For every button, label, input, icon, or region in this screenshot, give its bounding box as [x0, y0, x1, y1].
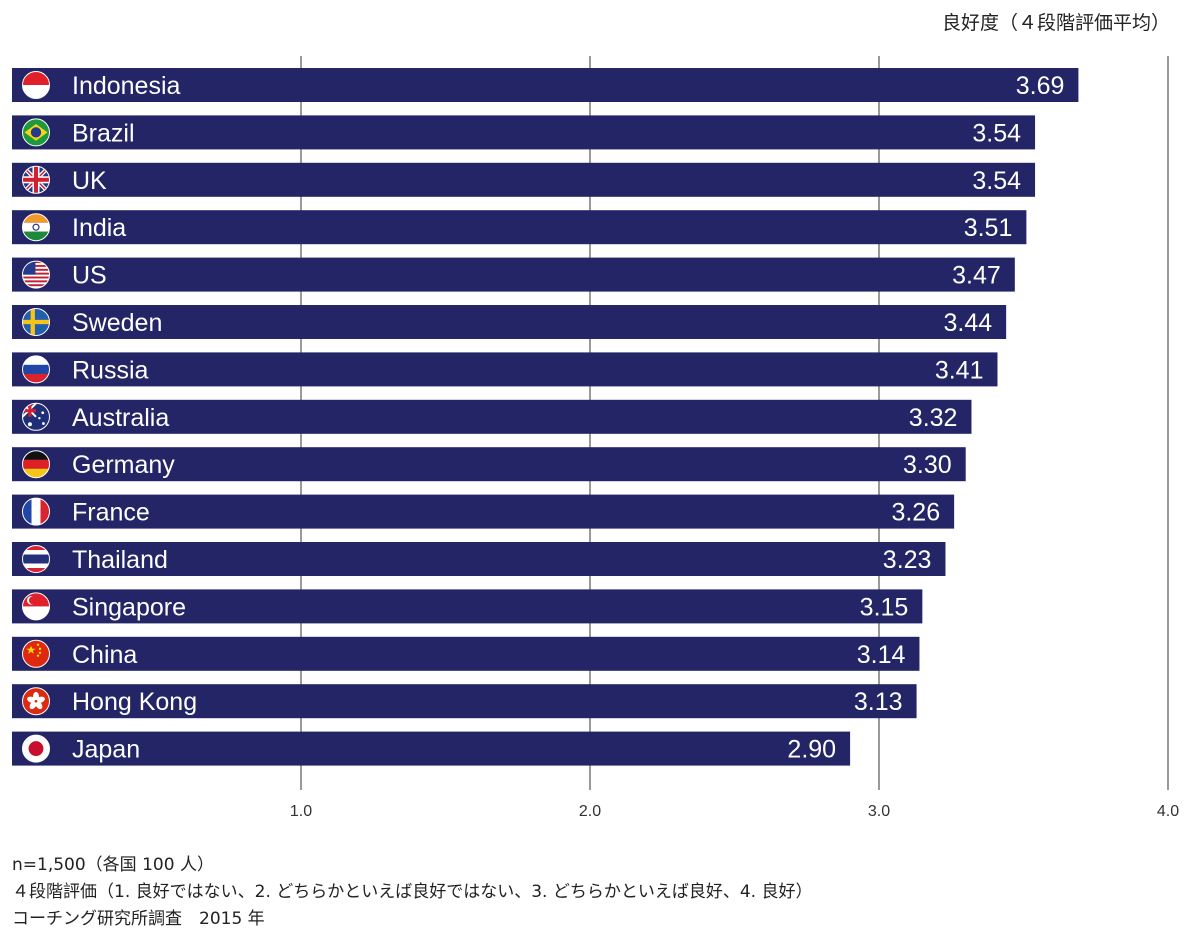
bar-hong-kong: [12, 684, 917, 719]
value-label: 3.51: [964, 214, 1013, 242]
chart-notes: n=1,500（各国 100 人） ４段階評価（1. 良好ではない、2. どちら…: [12, 852, 813, 933]
singapore-flag-icon: [22, 592, 50, 621]
uk-flag-icon: [22, 165, 50, 194]
category-label: Brazil: [72, 119, 135, 147]
value-label: 3.26: [891, 499, 940, 527]
category-label: France: [72, 499, 150, 527]
value-label: 3.69: [1016, 72, 1065, 100]
x-tick-label: 4.0: [1157, 803, 1179, 820]
value-label: 3.54: [972, 167, 1021, 195]
value-label: 3.13: [854, 688, 903, 716]
australia-flag-icon: [22, 402, 50, 431]
value-label: 3.14: [857, 641, 906, 669]
category-label: Indonesia: [72, 72, 181, 100]
bar-australia: [12, 399, 972, 434]
bar-thailand: [12, 542, 946, 576]
category-label: Australia: [72, 404, 169, 432]
category-label: Singapore: [72, 593, 186, 621]
thailand-flag-icon: [22, 545, 50, 573]
bar-brazil: [12, 115, 1036, 150]
bar-indonesia: [12, 68, 1079, 102]
value-label: 3.41: [935, 356, 984, 384]
x-tick-label: 1.0: [290, 803, 312, 820]
china-flag-icon: [22, 639, 50, 668]
value-label: 3.23: [883, 546, 932, 574]
us-flag-icon: [22, 260, 50, 289]
bar-sweden: [12, 305, 1007, 339]
value-label: 3.47: [952, 262, 1001, 290]
category-label: US: [72, 262, 107, 290]
bar-japan: [12, 731, 851, 766]
russia-flag-icon: [22, 355, 50, 384]
bar-france: [12, 494, 955, 529]
note-source: コーチング研究所調査 2015 年: [12, 909, 265, 929]
japan-flag-icon: [22, 734, 50, 763]
bar-chart: 1.0 2.0 3.0 4.0 Indonesia 3.69 Brazil 3.54 UK 3.5…: [12, 56, 1179, 820]
x-tick-label: 2.0: [579, 803, 601, 820]
category-label: Germany: [72, 451, 175, 479]
category-label: Hong Kong: [72, 688, 197, 716]
sweden-flag-icon: [22, 308, 50, 336]
hong-kong-flag-icon: [22, 687, 50, 716]
france-flag-icon: [22, 497, 50, 526]
bar-india: [12, 210, 1027, 245]
germany-flag-icon: [22, 450, 50, 479]
bar-singapore: [12, 589, 923, 624]
value-label: 3.54: [972, 119, 1021, 147]
bar-russia: [12, 352, 998, 387]
value-label: 3.32: [909, 404, 958, 432]
unit-label: 良好度（４段階評価平均）: [941, 12, 1170, 34]
indonesia-flag-icon: [22, 71, 50, 99]
category-label: UK: [72, 167, 107, 195]
category-label: India: [72, 214, 126, 242]
bar-china: [12, 636, 920, 671]
category-label: Sweden: [72, 309, 162, 337]
category-label: Thailand: [72, 546, 168, 574]
bar-uk: [12, 162, 1036, 197]
brazil-flag-icon: [22, 118, 50, 147]
category-label: China: [72, 641, 137, 669]
india-flag-icon: [22, 213, 50, 242]
note-scale-definition: ４段階評価（1. 良好ではない、2. どちらかといえば良好ではない、3. どちら…: [12, 882, 813, 902]
x-tick-label: 3.0: [868, 803, 890, 820]
value-label: 3.15: [860, 593, 909, 621]
note-sample-size: n=1,500（各国 100 人）: [12, 855, 214, 875]
category-label: Japan: [72, 736, 140, 764]
category-label: Russia: [72, 356, 149, 384]
bar-germany: [12, 447, 966, 482]
value-label: 3.44: [943, 309, 992, 337]
value-label: 2.90: [787, 736, 836, 764]
value-label: 3.30: [903, 451, 952, 479]
bar-us: [12, 257, 1015, 292]
